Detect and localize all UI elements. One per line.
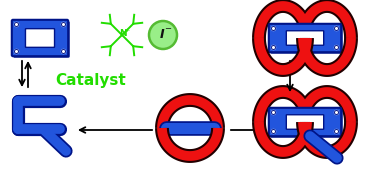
Circle shape xyxy=(271,46,276,50)
Circle shape xyxy=(14,50,19,53)
Circle shape xyxy=(335,111,339,114)
Text: Catalyst: Catalyst xyxy=(55,73,126,87)
Circle shape xyxy=(149,21,177,49)
FancyBboxPatch shape xyxy=(270,109,343,138)
FancyBboxPatch shape xyxy=(269,24,341,52)
FancyBboxPatch shape xyxy=(25,29,54,47)
Text: +: + xyxy=(124,28,130,33)
Circle shape xyxy=(335,46,339,50)
FancyBboxPatch shape xyxy=(269,108,341,136)
Circle shape xyxy=(62,22,65,26)
Text: −: − xyxy=(164,24,172,33)
Circle shape xyxy=(335,26,339,30)
Circle shape xyxy=(62,50,65,53)
FancyBboxPatch shape xyxy=(270,25,343,54)
Text: N: N xyxy=(119,28,127,37)
Circle shape xyxy=(271,129,276,134)
Circle shape xyxy=(14,22,19,26)
FancyBboxPatch shape xyxy=(12,20,68,56)
FancyBboxPatch shape xyxy=(286,31,324,45)
Text: I: I xyxy=(160,28,164,40)
Circle shape xyxy=(271,26,276,30)
Circle shape xyxy=(335,129,339,134)
Circle shape xyxy=(271,111,276,114)
FancyBboxPatch shape xyxy=(13,21,70,58)
FancyBboxPatch shape xyxy=(286,115,324,129)
